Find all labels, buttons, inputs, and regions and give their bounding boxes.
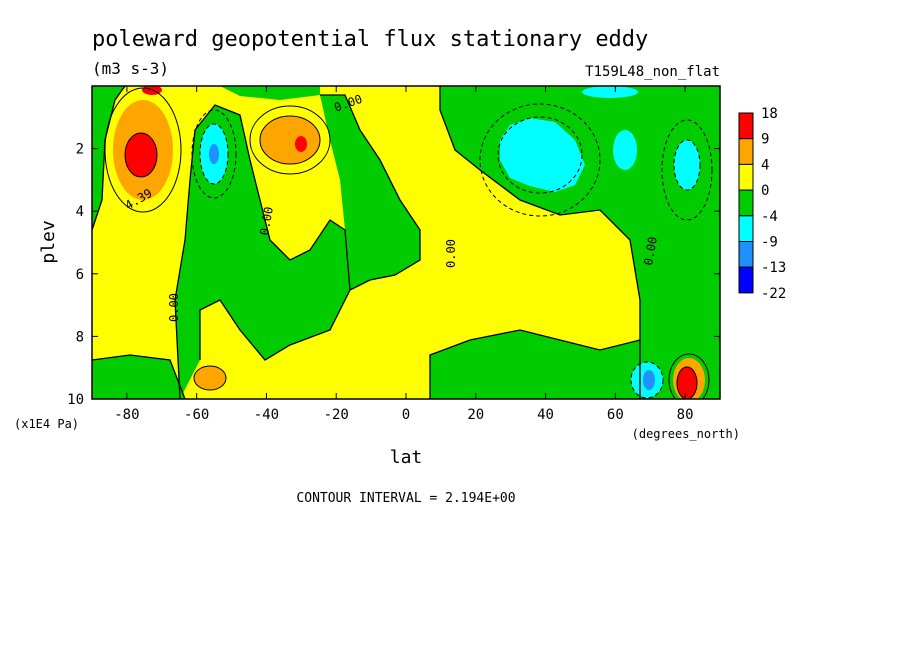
region-cyan-nh2 (613, 130, 637, 170)
region-orange-sh2 (260, 116, 320, 164)
region-red-sh1 (125, 133, 157, 177)
contour-pos (676, 366, 698, 399)
region-blue-sh (209, 144, 219, 164)
plot-area: 4.39 0.00 0.00 0.00 0.00 0.00 (92, 86, 720, 399)
contour-interval: CONTOUR INTERVAL = 2.194E+00 (296, 491, 515, 506)
x-tick-label: -20 (324, 407, 349, 423)
contour-label: 0.00 (167, 293, 181, 322)
contour-zero (320, 94, 421, 291)
contour-pos (193, 365, 227, 391)
contour-pos (259, 115, 321, 165)
region-red-nh (677, 367, 697, 399)
x-axis: -80 -60 -40 -20 0 20 40 60 80 (114, 86, 694, 423)
colorbar: 18 9 4 0 -4 -9 -13 -22 (738, 106, 786, 302)
contour-neg (673, 139, 701, 191)
y-tick-label: 8 (76, 329, 84, 345)
x-tick-label: 60 (607, 407, 624, 423)
chart-units: (m3 s-3) (92, 59, 169, 78)
colorbar-swatch (738, 189, 754, 217)
colorbar-label: 0 (761, 183, 769, 199)
colorbar-label: -13 (761, 260, 786, 276)
region-cyan-nh3 (674, 140, 700, 190)
contour-neg (661, 119, 713, 221)
x-tick-label: 20 (467, 407, 484, 423)
run-label: T159L48_non_flat (585, 64, 720, 80)
x-tick-label: 0 (402, 407, 410, 423)
colorbar-swatch (738, 266, 754, 294)
x-axis-units: (degrees_north) (632, 427, 740, 441)
colorbar-label: -22 (761, 286, 786, 302)
region-cyan-nh1 (500, 118, 585, 192)
colorbar-label: 4 (761, 157, 769, 173)
contour-neg (199, 123, 229, 185)
region-green-center (320, 95, 420, 290)
contour-zero (174, 104, 351, 399)
contour-zero (92, 354, 186, 399)
chart-title: poleward geopotential flux stationary ed… (92, 27, 648, 52)
colorbar-swatch (738, 112, 754, 140)
contour-pos (124, 132, 158, 178)
contour-zero (439, 86, 641, 399)
region-green-sh-bottom (92, 355, 185, 399)
colorbar-label: 18 (761, 106, 778, 122)
x-tick-label: -40 (254, 407, 279, 423)
colorbar-swatch (738, 241, 754, 268)
contour-label: 0.00 (444, 239, 458, 268)
colorbar-label: -4 (761, 209, 778, 225)
colorbar-label: 9 (761, 132, 769, 148)
region-green-sh-edge (92, 86, 125, 230)
x-tick-label: 40 (537, 407, 554, 423)
contour-label: 0.00 (641, 236, 660, 267)
region-blue-nh-bottom (643, 370, 655, 390)
y-tick-label: 10 (67, 392, 84, 408)
contour-zero (92, 86, 126, 231)
colorbar-swatch (738, 215, 754, 243)
x-tick-label: 80 (677, 407, 694, 423)
y-tick-label: 6 (76, 267, 84, 283)
region-red-sh2 (295, 136, 307, 152)
y-axis: 2 4 6 8 10 (67, 142, 720, 408)
region-green-top (220, 86, 320, 100)
contour-label: 0.00 (257, 206, 276, 237)
region-cyan-top (582, 86, 638, 98)
x-tick-label: -60 (184, 407, 209, 423)
y-tick-label: 2 (76, 142, 84, 158)
contour-neg (479, 103, 601, 217)
contour-pos (668, 353, 710, 399)
colorbar-label: -9 (761, 235, 778, 251)
colorbar-swatch (738, 163, 754, 191)
y-axis-units: (x1E4 Pa) (14, 417, 79, 431)
y-axis-label: plev (38, 220, 59, 263)
x-axis-label: lat (390, 447, 423, 468)
contour-neg (630, 361, 664, 399)
contour-neg (497, 116, 583, 194)
colorbar-swatch (738, 138, 754, 165)
x-tick-label: -80 (114, 407, 139, 423)
contour-pos (249, 105, 331, 175)
y-tick-label: 4 (76, 204, 84, 220)
region-orange-bottom (194, 366, 226, 390)
contour-zero (429, 329, 641, 399)
